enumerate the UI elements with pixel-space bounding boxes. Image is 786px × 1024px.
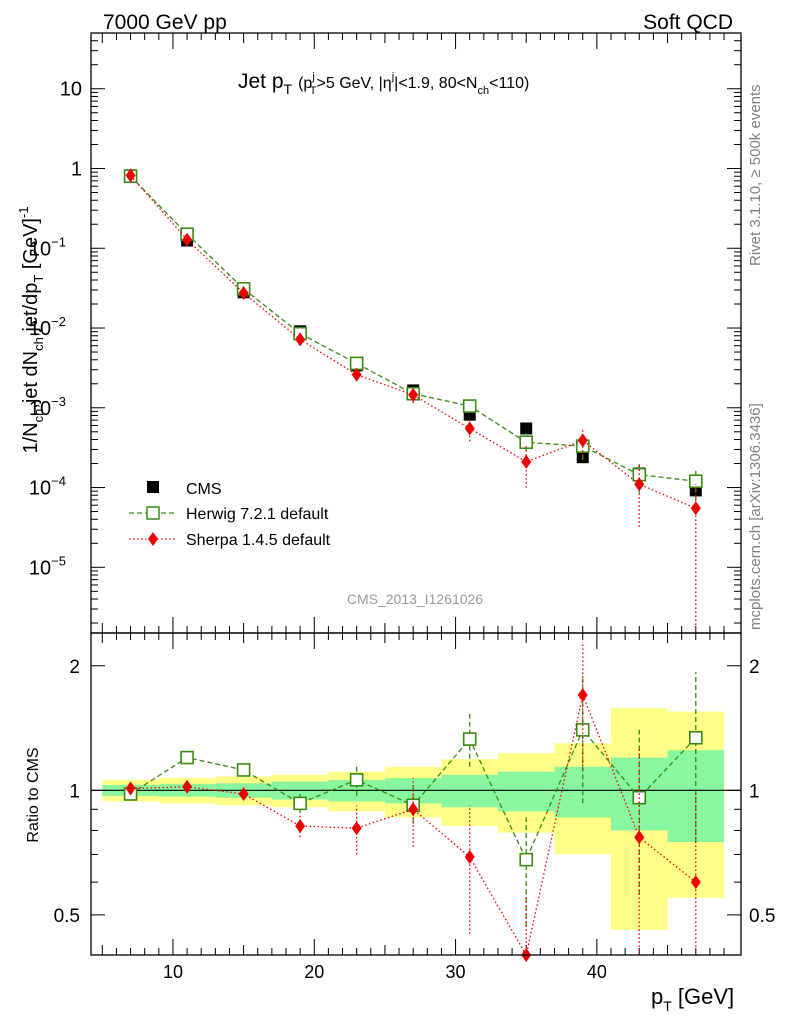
y-tick-label: 10−5: [29, 553, 66, 579]
ratio-y-tick-label-right: 2: [749, 657, 760, 678]
legend-label-herwig: Herwig 7.2.1 default: [186, 506, 329, 523]
y-tick-label: 10−3: [29, 394, 66, 420]
y-tick-label: 10−1: [29, 234, 66, 260]
main-y-label: 1/Nch,jet dNch,jet/dpT [GeV]-1: [16, 206, 46, 453]
sherpa-ratio-point: [690, 875, 701, 890]
x-tick-label: 20: [304, 962, 324, 982]
sherpa-main-point: [634, 477, 645, 492]
y-tick-label-base: 10: [60, 79, 82, 101]
y-tick-label: 10: [60, 79, 82, 101]
y-tick-label-base: 10: [29, 318, 51, 340]
sherpa-ratio-point: [577, 687, 588, 702]
y-tick-label-exponent: −5: [51, 553, 66, 568]
sherpa-ratio-point: [634, 830, 645, 845]
cms-point: [520, 422, 533, 435]
x-axis-label: pT [GeV]: [651, 984, 734, 1014]
sherpa-main-point: [295, 332, 306, 347]
sherpa-main-connecting-line: [130, 174, 697, 509]
herwig-ratio-point: [349, 773, 364, 787]
y-tick-label-base: 10: [29, 557, 51, 579]
sherpa-ratio-point: [295, 818, 306, 833]
y-tick-label-base: 1: [71, 159, 82, 181]
ratio-axis-ticks: 10 20 30 40 0.5 0.5 1 1 2 2: [54, 633, 775, 982]
band-green-segment: [497, 771, 555, 812]
ratio-y-label: Ratio to CMS: [25, 747, 42, 842]
y-tick-label-base: 10: [29, 398, 51, 420]
legend-marker-cms: [147, 481, 159, 493]
sherpa-ratio-point: [408, 802, 419, 817]
sherpa-main-point: [125, 168, 136, 183]
sherpa-main-point: [521, 454, 532, 469]
legend: CMS Herwig 7.2.1 default Sherpa 1.4.5 de…: [129, 481, 331, 549]
herwig-main-point: [519, 435, 534, 450]
legend-label-cms: CMS: [186, 481, 222, 498]
data-series: [123, 168, 703, 962]
legend-marker-sherpa: [148, 532, 158, 546]
ratio-frame: [90, 632, 742, 956]
y-tick-label-exponent: −3: [51, 394, 66, 409]
sherpa-ratio-point: [351, 821, 362, 836]
ratio-y-tick-label-left: 0.5: [54, 906, 80, 927]
sherpa-main-point: [238, 285, 249, 300]
legend-label-sherpa: Sherpa 1.4.5 default: [186, 532, 331, 549]
y-tick-label-base: 10: [29, 478, 51, 500]
sherpa-main-point: [690, 501, 701, 516]
y-tick-label-exponent: −2: [51, 314, 66, 329]
herwig-ratio-point: [462, 732, 477, 746]
sherpa-main-point: [577, 433, 588, 448]
herwig-main-connecting-line: [130, 175, 696, 482]
herwig-ratio-point: [519, 852, 534, 867]
band-green-segment: [441, 774, 498, 808]
band-green-segment: [667, 750, 725, 843]
x-tick-label: 30: [446, 962, 466, 982]
y-tick-label-base: 10: [29, 238, 51, 260]
analysis-watermark: CMS_2013_I1261026: [347, 591, 483, 607]
source-url-label: mcplots.cern.ch [arXiv:1306.3436]: [747, 403, 764, 630]
herwig-ratio-point: [236, 763, 251, 777]
sherpa-ratio-point: [238, 786, 249, 801]
herwig-ratio-point: [180, 750, 194, 765]
energy-label: 7000 GeV pp: [103, 11, 227, 34]
chart-title: Jet pT (pj T>5 GeV, |ηj|<1.9, 80<Nch<110): [238, 70, 529, 97]
sherpa-main-point: [182, 232, 193, 247]
sherpa-main-point: [408, 387, 419, 402]
ratio-y-tick-label-right: 0.5: [749, 906, 775, 927]
sherpa-main-point: [351, 367, 362, 382]
herwig-main-point: [688, 474, 703, 489]
y-tick-label: 10−4: [29, 474, 66, 500]
ratio-y-tick-label-left: 2: [69, 657, 80, 678]
ratio-y-tick-label-left: 1: [69, 781, 80, 802]
herwig-ratio-point: [293, 796, 307, 811]
y-tick-label: 1: [71, 159, 82, 181]
herwig-main-point: [349, 356, 364, 371]
ratio-uncertainty-bands: [102, 708, 725, 930]
x-tick-label: 40: [587, 962, 607, 982]
y-tick-label: 10−2: [29, 314, 66, 340]
herwig-ratio-point: [688, 730, 703, 745]
herwig-main-point: [462, 399, 477, 413]
rivet-version-label: Rivet 3.1.10, ≥ 500k events: [747, 84, 764, 266]
y-tick-label-exponent: −1: [51, 234, 66, 249]
ratio-y-tick-label-right: 1: [749, 781, 760, 802]
sherpa-ratio-point: [182, 779, 193, 794]
sherpa-ratio-point: [464, 850, 475, 865]
sherpa-main-point: [464, 421, 475, 436]
legend-marker-herwig: [146, 506, 160, 520]
sherpa-ratio-point: [125, 781, 136, 796]
x-tick-label: 10: [163, 962, 183, 982]
y-tick-label-exponent: −4: [51, 474, 66, 489]
process-label: Soft QCD: [643, 11, 733, 34]
